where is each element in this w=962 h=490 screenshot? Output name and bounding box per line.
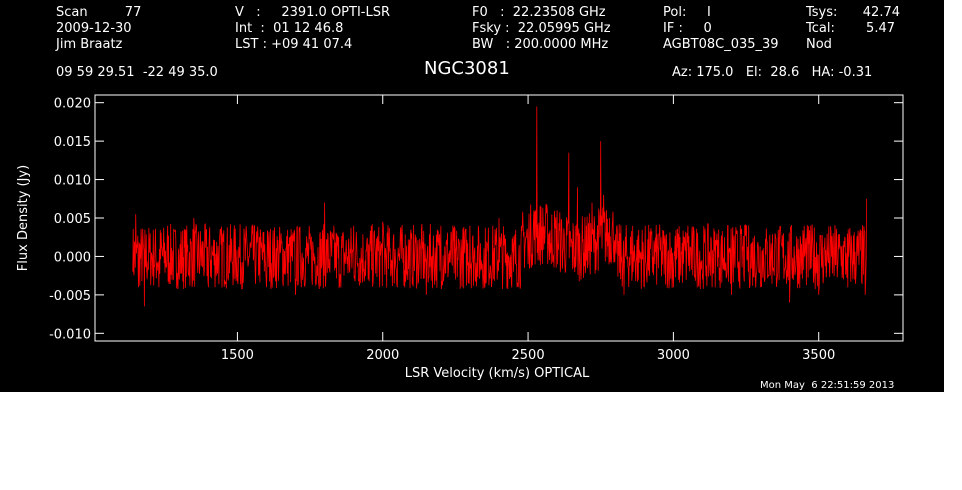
tsys-label: Tsys: bbox=[806, 5, 838, 20]
y-axis-label: Flux Density (Jy) bbox=[16, 165, 31, 271]
scan-label: Scan 77 bbox=[56, 5, 142, 20]
observer-label: Jim Braatz bbox=[56, 37, 123, 52]
az-el-ha-label: Az: 175.0 El: 28.6 HA: -0.31 bbox=[672, 65, 873, 80]
y-tick-label: 0.020 bbox=[54, 97, 91, 112]
y-tick-label: -0.005 bbox=[49, 289, 91, 304]
if-label: IF : 0 bbox=[663, 21, 712, 36]
y-tick-label: 0.015 bbox=[54, 135, 91, 150]
spectrum-trace bbox=[132, 106, 868, 307]
x-tick-label: 2500 bbox=[512, 348, 545, 363]
y-tick-label: 0.005 bbox=[54, 212, 91, 227]
velocity-label: V : 2391.0 OPTI-LSR bbox=[235, 5, 391, 20]
tcal-label: Tcal: bbox=[806, 21, 835, 36]
bandwidth-label: BW : 200.0000 MHz bbox=[472, 37, 609, 52]
spectrum-plot-panel: Scan 77 2009-12-30 Jim Braatz V : 2391.0… bbox=[0, 0, 944, 392]
rest-frequency-label: F0 : 22.23508 GHz bbox=[472, 5, 606, 20]
lst-label: LST : +09 41 07.4 bbox=[235, 37, 353, 52]
y-tick-label: 0.010 bbox=[54, 174, 91, 189]
x-tick-label: 3500 bbox=[802, 348, 835, 363]
spectrum-chart: 1500 2000 2500 3000 3500 -0.010 -0.005 0.000 0.0… bbox=[16, 94, 904, 381]
timestamp-label: Mon May 6 22:51:59 2013 bbox=[760, 380, 895, 391]
sky-frequency-label: Fsky : 22.05995 GHz bbox=[472, 21, 611, 36]
x-tick-label: 1500 bbox=[221, 348, 254, 363]
coordinates-label: 09 59 29.51 -22 49 35.0 bbox=[56, 65, 218, 80]
source-title: NGC3081 bbox=[424, 58, 510, 79]
project-label: AGBT08C_035_39 bbox=[663, 37, 779, 52]
y-tick-label: 0.000 bbox=[54, 250, 91, 265]
integration-label: Int : 01 12 46.8 bbox=[235, 21, 344, 36]
x-tick-label: 2000 bbox=[366, 348, 399, 363]
tsys-value: 42.74 bbox=[862, 5, 900, 20]
x-axis-label: LSR Velocity (km/s) OPTICAL bbox=[405, 366, 590, 381]
nod-label: Nod bbox=[806, 37, 832, 52]
tcal-value: 5.47 bbox=[866, 21, 895, 36]
polarization-label: Pol: I bbox=[663, 5, 711, 20]
date-label: 2009-12-30 bbox=[56, 21, 132, 36]
x-tick-label: 3000 bbox=[657, 348, 690, 363]
y-tick-label: -0.010 bbox=[49, 327, 91, 342]
